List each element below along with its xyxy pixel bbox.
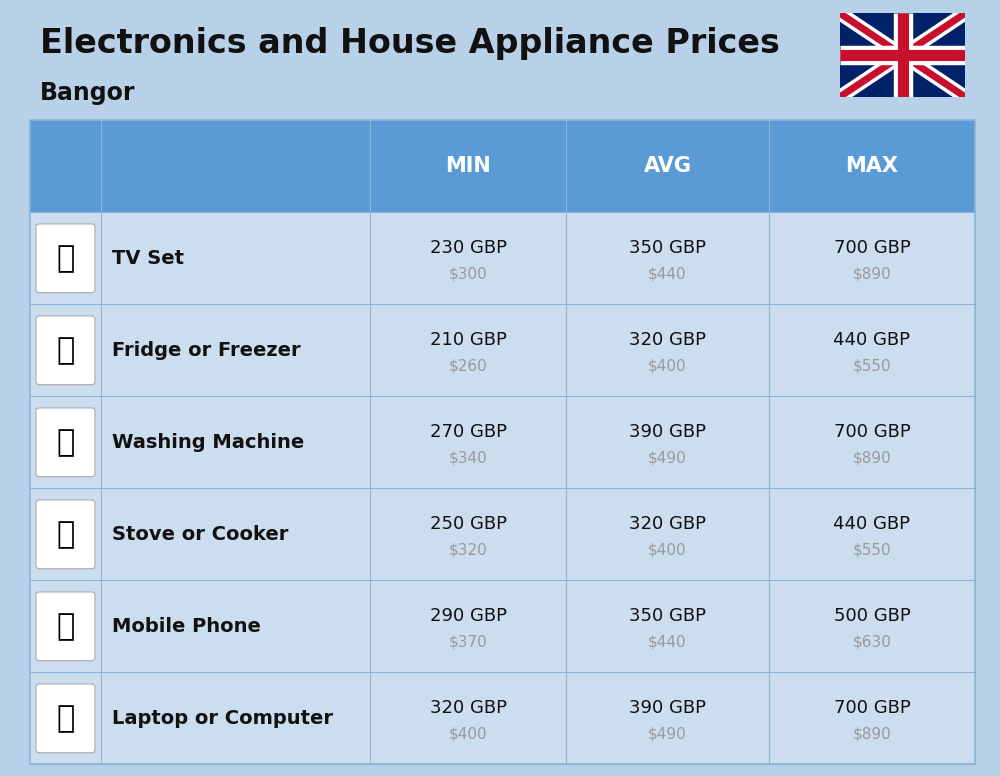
Text: Mobile Phone: Mobile Phone: [112, 617, 261, 636]
Text: $370: $370: [449, 635, 487, 650]
Text: $340: $340: [449, 450, 487, 466]
Text: $490: $490: [648, 726, 687, 742]
Text: 320 GBP: 320 GBP: [629, 515, 706, 533]
Text: 290 GBP: 290 GBP: [430, 608, 507, 625]
Text: 250 GBP: 250 GBP: [430, 515, 507, 533]
Text: 📱: 📱: [56, 611, 75, 641]
Text: 350 GBP: 350 GBP: [629, 608, 706, 625]
Text: 🧊: 🧊: [56, 336, 75, 365]
Text: $400: $400: [648, 359, 687, 373]
Text: 500 GBP: 500 GBP: [834, 608, 910, 625]
Text: 320 GBP: 320 GBP: [430, 699, 507, 717]
Text: $890: $890: [853, 726, 891, 742]
Text: $630: $630: [853, 635, 891, 650]
Text: 700 GBP: 700 GBP: [834, 699, 910, 717]
Text: 390 GBP: 390 GBP: [629, 423, 706, 442]
Text: Washing Machine: Washing Machine: [112, 433, 304, 452]
Text: 💻: 💻: [56, 704, 75, 733]
Text: Stove or Cooker: Stove or Cooker: [112, 525, 289, 544]
Text: 700 GBP: 700 GBP: [834, 239, 910, 257]
Text: 270 GBP: 270 GBP: [430, 423, 507, 442]
Text: Laptop or Computer: Laptop or Computer: [112, 708, 333, 728]
Text: 700 GBP: 700 GBP: [834, 423, 910, 442]
Text: $300: $300: [449, 266, 487, 282]
Text: 390 GBP: 390 GBP: [629, 699, 706, 717]
Text: AVG: AVG: [643, 156, 691, 176]
Text: 440 GBP: 440 GBP: [833, 331, 910, 349]
Text: MIN: MIN: [445, 156, 491, 176]
Text: Electronics and House Appliance Prices: Electronics and House Appliance Prices: [40, 27, 780, 61]
Text: 440 GBP: 440 GBP: [833, 515, 910, 533]
Polygon shape: [840, 13, 965, 97]
Text: 320 GBP: 320 GBP: [629, 331, 706, 349]
Text: $320: $320: [449, 542, 487, 557]
Text: 350 GBP: 350 GBP: [629, 239, 706, 257]
Text: $890: $890: [853, 266, 891, 282]
Text: 230 GBP: 230 GBP: [430, 239, 507, 257]
Text: 🍳: 🍳: [56, 520, 75, 549]
Text: $550: $550: [853, 542, 891, 557]
Text: $260: $260: [449, 359, 487, 373]
Text: Bangor: Bangor: [40, 81, 136, 106]
Text: $400: $400: [449, 726, 487, 742]
Text: Fridge or Freezer: Fridge or Freezer: [112, 341, 301, 360]
Text: 🫧: 🫧: [56, 428, 75, 457]
Text: 📺: 📺: [56, 244, 75, 273]
Text: TV Set: TV Set: [112, 249, 184, 268]
Text: $440: $440: [648, 266, 687, 282]
Text: $550: $550: [853, 359, 891, 373]
Text: $490: $490: [648, 450, 687, 466]
Text: MAX: MAX: [845, 156, 898, 176]
Text: $440: $440: [648, 635, 687, 650]
Text: 210 GBP: 210 GBP: [430, 331, 506, 349]
Text: $400: $400: [648, 542, 687, 557]
Text: $890: $890: [853, 450, 891, 466]
